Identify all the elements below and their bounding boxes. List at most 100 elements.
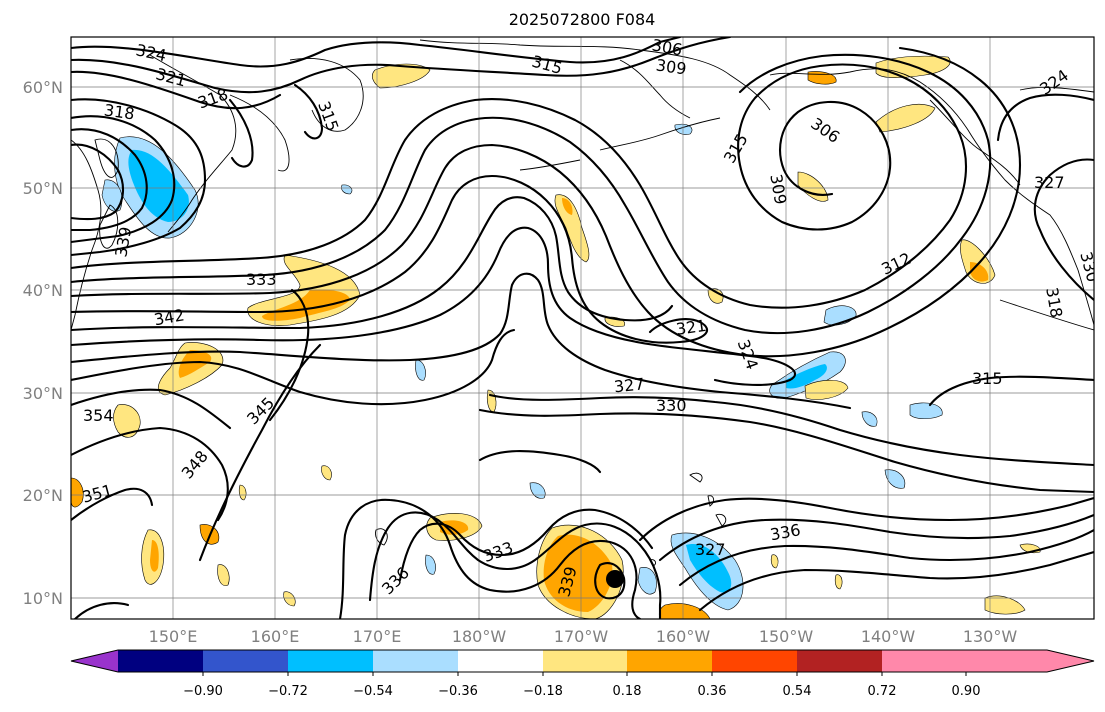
contour-line: [698, 550, 1094, 612]
colorbar-tick-label: 0.36: [698, 684, 727, 699]
contour-line: [1033, 158, 1094, 302]
positive-patch: [321, 465, 332, 481]
gridlines: [71, 37, 1094, 619]
contour-label: 327: [1034, 173, 1065, 192]
coastline: [71, 139, 102, 331]
contour-line: [658, 513, 1094, 562]
negative-patch: [686, 544, 732, 593]
contour-line: [678, 528, 1094, 587]
contour-line: [488, 393, 1094, 467]
positive-patch: [770, 554, 779, 569]
positive-patch: [238, 484, 247, 501]
isolines: [71, 37, 1094, 619]
contour-label: 354: [83, 406, 114, 425]
negative-patch: [786, 364, 827, 389]
coastline: [769, 68, 1094, 326]
colorbar-extend-high: [882, 650, 1094, 672]
lat-label: 40°N: [23, 281, 63, 300]
coastline: [99, 204, 119, 249]
lat-label: 60°N: [23, 78, 63, 97]
coastline: [599, 117, 721, 151]
contour-label: 318: [103, 100, 136, 123]
coastline: [929, 99, 1021, 186]
lon-axis: 150°E 160°E 170°E 180°W 170°W 160°W 150°…: [149, 627, 1018, 646]
negative-patch: [341, 184, 353, 195]
positive-patch: [807, 71, 837, 85]
colorbar-segment: [373, 650, 458, 672]
positive-patch: [262, 289, 350, 321]
contour-line: [71, 196, 674, 332]
contour-line: [398, 508, 654, 582]
coastline: [149, 54, 237, 233]
island: [649, 472, 727, 567]
coastline: [419, 39, 771, 111]
lon-label: 130°W: [963, 627, 1018, 646]
contour-label: 309: [655, 55, 688, 78]
island: [375, 528, 388, 546]
contour-line: [71, 487, 154, 522]
contour-line: [71, 115, 176, 244]
negative-patch: [529, 482, 546, 499]
lon-label: 160°E: [251, 627, 300, 646]
contour-line: [71, 272, 852, 410]
contour-line: [71, 63, 968, 309]
contour-label: 330: [656, 396, 687, 415]
colorbar-segment: [458, 650, 543, 672]
colorbar-segment: [797, 650, 882, 672]
colorbar-tick-label: −0.90: [183, 684, 223, 699]
negative-patch: [415, 359, 426, 381]
contour-line: [338, 498, 642, 619]
contour-line: [71, 46, 1022, 358]
tropical-cyclone-marker: [606, 570, 624, 588]
map-title: 2025072800 F084: [509, 10, 656, 29]
coastline: [999, 299, 1094, 331]
positive-patch: [217, 564, 230, 586]
colorbar-segment: [543, 650, 627, 672]
negative-patch: [861, 411, 878, 427]
colorbar-tick-label: 0.90: [952, 684, 981, 699]
contour-line: [71, 143, 124, 221]
contour-line: [293, 83, 324, 140]
colorbar-extend-low: [71, 650, 118, 672]
colorbar-segment: [118, 650, 203, 672]
colorbar-segment: [712, 650, 797, 672]
contour-line: [71, 37, 682, 68]
positive-patch: [371, 63, 431, 89]
contour-line: [996, 93, 1094, 142]
contour-label: 321: [675, 316, 708, 339]
colorbar-tick-label: −0.18: [523, 684, 563, 699]
map-frame: [70, 36, 1095, 620]
negative-patch: [425, 554, 436, 575]
positive-patch: [875, 103, 936, 133]
coastline: [289, 57, 364, 132]
lon-label: 180°W: [452, 627, 507, 646]
positive-patch: [150, 540, 159, 572]
coastline: [1019, 86, 1094, 93]
lat-label: 10°N: [23, 589, 63, 608]
negative-patch: [674, 123, 693, 135]
contour-line: [71, 70, 282, 110]
colorbar-segment: [203, 650, 288, 672]
lon-label: 150°W: [759, 627, 814, 646]
colorbar-tick-label: 0.18: [613, 684, 642, 699]
coastline: [619, 59, 691, 119]
colorbar-tick-label: 0.72: [868, 684, 897, 699]
positive-patch: [178, 350, 212, 378]
lat-label: 30°N: [23, 384, 63, 403]
contour-line: [478, 450, 602, 474]
contour-line: [71, 388, 232, 430]
lon-label: 160°W: [656, 627, 711, 646]
contour-line: [71, 426, 229, 522]
positive-patch: [984, 595, 1026, 615]
contour-line: [71, 328, 516, 406]
contour-line: [71, 174, 708, 344]
lat-axis: 60°N 50°N 40°N 30°N 20°N 10°N: [23, 78, 63, 608]
contour-line: [71, 53, 992, 335]
colorbar-outline: [70, 649, 1095, 673]
colorbar-tick-label: −0.54: [353, 684, 393, 699]
contour-line: [594, 562, 626, 600]
colorbar-tick-label: 0.54: [783, 684, 812, 699]
contour-line: [198, 343, 322, 562]
contour-line: [71, 37, 732, 94]
